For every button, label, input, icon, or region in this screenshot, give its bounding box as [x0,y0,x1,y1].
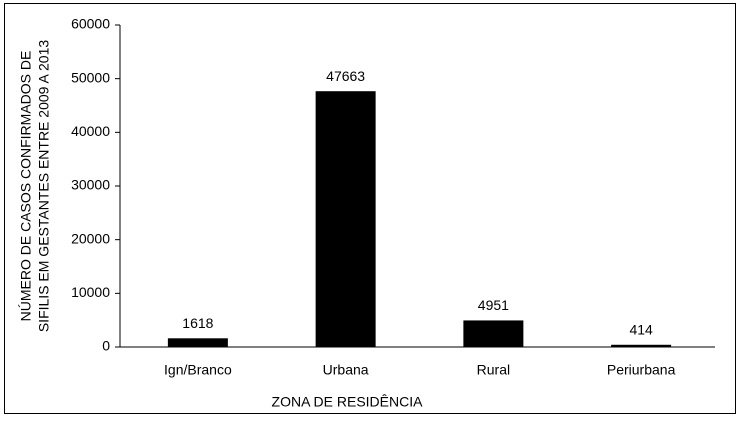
y-axis-label: NÚMERO DE CASOS CONFIRMADOS DE [18,51,34,322]
x-tick-label: Ign/Branco [164,362,232,378]
x-tick-label: Periurbana [607,362,676,378]
y-axis-label: SIFILIS EM GESTANTES ENTRE 2009 A 2013 [36,40,52,333]
y-tick-label: 40000 [71,123,110,139]
x-tick-label: Rural [477,362,510,378]
y-tick-label: 10000 [71,284,110,300]
bar [463,320,524,347]
y-tick-label: 50000 [71,69,110,85]
data-label: 414 [629,321,653,337]
x-tick-label: Urbana [323,362,369,378]
y-tick-label: 30000 [71,177,110,193]
y-tick-label: 0 [102,338,110,354]
x-axis-label: ZONA DE RESIDÊNCIA [272,394,424,410]
data-label: 47663 [326,68,365,84]
bar [315,91,376,348]
y-tick-label: 20000 [71,230,110,246]
bar [167,338,228,347]
data-label: 1618 [182,315,213,331]
bar [611,344,672,347]
data-label: 4951 [478,297,509,313]
y-tick-label: 60000 [71,16,110,32]
